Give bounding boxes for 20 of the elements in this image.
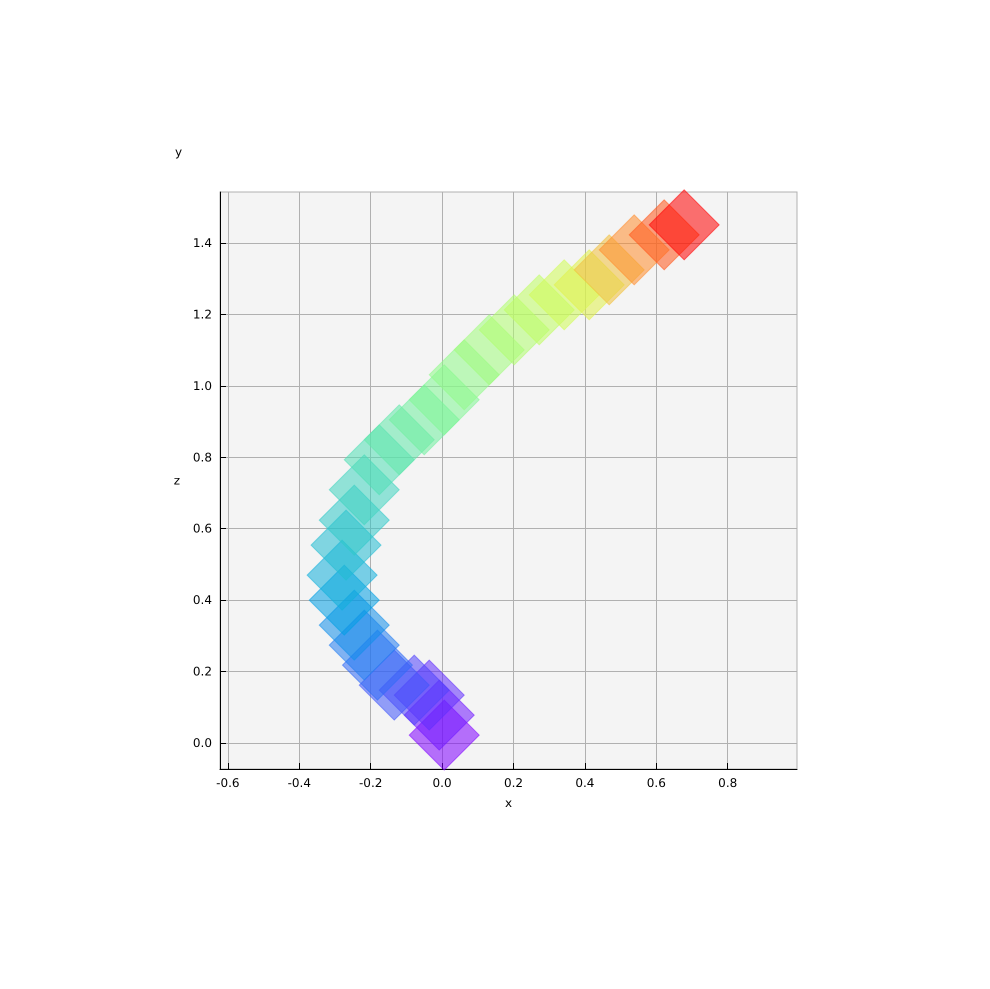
y-tick-label: 0.2 bbox=[192, 664, 212, 679]
point bbox=[648, 189, 720, 260]
x-tick-label: 0.8 bbox=[718, 776, 738, 790]
y-tick-label: 0.4 bbox=[192, 593, 212, 608]
y-tick-label: 0.8 bbox=[192, 450, 212, 464]
x-tick-label: 0.2 bbox=[504, 776, 524, 790]
x-tick-label: -0.6 bbox=[216, 776, 240, 790]
y-axis-title: z bbox=[174, 474, 180, 488]
y-tick-label: 1.2 bbox=[192, 307, 212, 322]
y-tick-label: 0.0 bbox=[192, 736, 212, 750]
x-tick-label: -0.2 bbox=[358, 776, 382, 790]
y-tick-label: 1.4 bbox=[192, 236, 212, 250]
x-tick-label: 0.4 bbox=[575, 776, 594, 790]
x-tick-label: -0.4 bbox=[288, 776, 311, 790]
y-tick-label: 0.6 bbox=[192, 522, 212, 536]
x-axis-title: x bbox=[504, 796, 512, 810]
x-tick-label: 0.0 bbox=[432, 776, 452, 790]
x-tick-label: 0.6 bbox=[646, 776, 666, 790]
text: y bbox=[175, 145, 182, 159]
y-tick-label: 1.0 bbox=[192, 378, 212, 393]
